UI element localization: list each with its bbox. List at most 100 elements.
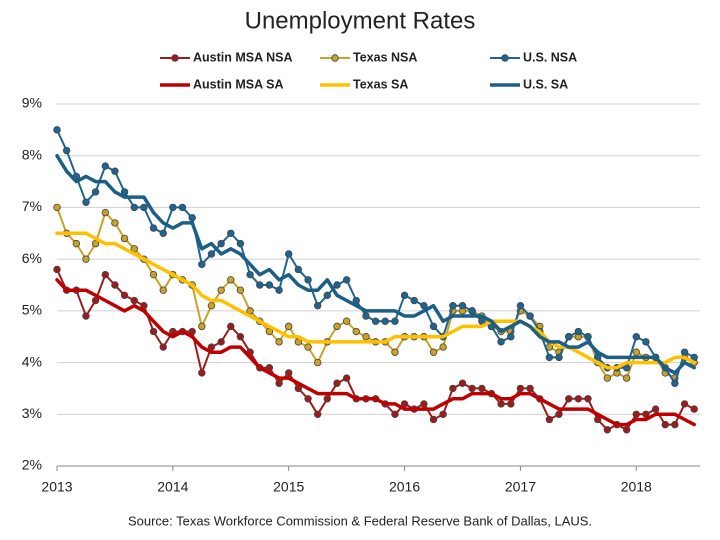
- data-point: [449, 301, 457, 310]
- data-point: [333, 322, 341, 331]
- data-point: [313, 410, 322, 418]
- x-tick-label: 2016: [389, 479, 420, 495]
- x-tick-label: 2014: [157, 479, 188, 495]
- data-point: [449, 384, 457, 393]
- legend: Austin MSA NSA Texas NSA U.S. NSA Austin MS…: [160, 50, 577, 91]
- data-point: [159, 229, 167, 237]
- data-point: [468, 307, 476, 315]
- x-tick-label: 2017: [505, 479, 536, 495]
- y-tick-label: 2%: [22, 457, 42, 473]
- data-point: [256, 281, 264, 289]
- data-point: [227, 229, 235, 237]
- data-point: [507, 400, 515, 408]
- data-point: [545, 415, 554, 424]
- data-point: [178, 203, 187, 212]
- data-point: [217, 338, 225, 346]
- data-point: [680, 400, 689, 408]
- y-tick-label: 3%: [22, 405, 42, 421]
- data-point: [690, 405, 698, 413]
- series-line: [56, 268, 696, 431]
- legend-label: U.S. SA: [523, 77, 568, 91]
- data-point: [584, 333, 592, 341]
- legend-marker: [501, 54, 509, 62]
- data-point: [217, 286, 225, 294]
- data-point: [207, 250, 216, 258]
- data-point: [555, 410, 563, 418]
- data-point: [217, 239, 225, 248]
- y-tick-label: 8%: [22, 146, 42, 162]
- data-point: [342, 276, 351, 284]
- data-point: [159, 343, 167, 351]
- data-point: [111, 167, 119, 175]
- data-point: [265, 281, 274, 289]
- data-point: [526, 384, 534, 393]
- legend-marker: [171, 54, 179, 62]
- data-point: [140, 203, 148, 212]
- series-line: [55, 231, 696, 370]
- data-point: [458, 301, 467, 310]
- data-point: [651, 405, 660, 413]
- data-point: [439, 343, 447, 351]
- data-point: [130, 203, 138, 212]
- y-tick-label: 7%: [22, 198, 42, 214]
- data-point: [429, 322, 438, 331]
- data-point: [304, 395, 312, 403]
- data-point: [275, 379, 283, 387]
- data-point: [62, 146, 71, 155]
- data-point: [632, 410, 640, 418]
- data-point: [120, 234, 129, 243]
- data-point: [642, 338, 650, 346]
- grid: 2% 3% 4% 5% 6% 7% 8% 9% 2013 2014 2015 2016 2017 2018: [22, 95, 700, 495]
- data-point: [333, 379, 341, 387]
- data-point: [53, 126, 61, 134]
- data-point: [574, 395, 583, 403]
- legend-label: U.S. NSA: [523, 50, 577, 64]
- data-point: [198, 260, 206, 269]
- data-point: [111, 281, 119, 289]
- data-point: [497, 338, 505, 346]
- data-point: [362, 333, 370, 341]
- data-point: [159, 286, 167, 294]
- data-point: [333, 281, 341, 289]
- data-point: [275, 338, 283, 346]
- data-point: [313, 358, 322, 367]
- x-tick-label: 2015: [273, 479, 304, 495]
- data-point: [149, 327, 158, 336]
- data-point: [429, 415, 438, 424]
- legend-label: Texas NSA: [353, 50, 417, 64]
- data-point: [410, 296, 418, 305]
- data-point: [198, 369, 206, 377]
- data-point: [622, 374, 631, 382]
- data-point: [661, 420, 669, 429]
- data-point: [574, 327, 583, 336]
- data-point: [342, 374, 351, 382]
- data-point: [313, 301, 322, 310]
- data-point: [236, 239, 245, 248]
- data-point: [391, 348, 399, 356]
- data-point: [82, 312, 90, 320]
- data-point: [680, 348, 689, 356]
- data-point: [82, 255, 90, 263]
- data-point: [420, 400, 428, 408]
- data-point: [227, 276, 235, 284]
- x-tick-label: 2013: [41, 479, 72, 495]
- data-point: [285, 322, 293, 331]
- legend-label: Austin MSA NSA: [193, 50, 293, 64]
- data-point: [169, 203, 177, 212]
- data-point: [323, 395, 331, 403]
- data-point: [516, 384, 525, 393]
- data-point: [111, 219, 119, 227]
- data-point: [458, 379, 467, 387]
- data-point: [391, 317, 399, 325]
- data-point: [468, 384, 476, 393]
- data-point: [294, 265, 303, 274]
- data-point: [507, 333, 515, 341]
- data-point: [236, 333, 245, 341]
- data-point: [429, 348, 438, 356]
- data-point: [275, 286, 283, 294]
- data-point: [101, 162, 110, 170]
- y-tick-label: 6%: [22, 250, 42, 266]
- data-point: [246, 270, 254, 279]
- data-point: [342, 317, 351, 325]
